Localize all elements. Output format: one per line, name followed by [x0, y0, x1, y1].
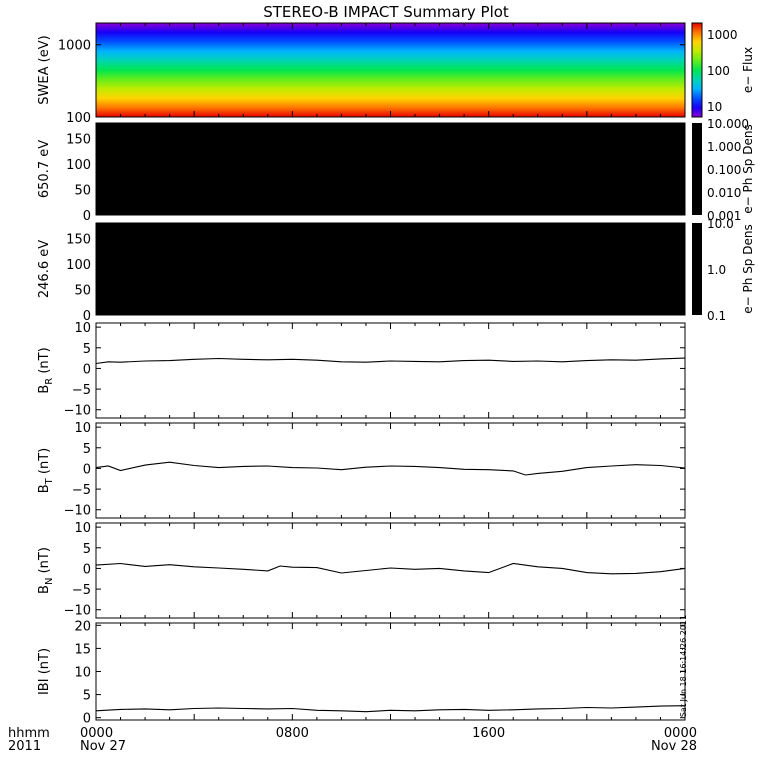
y-axis-label: BT (nT) [37, 448, 55, 494]
y-tick-label: 5 [83, 442, 91, 457]
colorbar-tick-label: 10.0 [707, 217, 734, 231]
colorbar-tick-label: 0.100 [707, 163, 741, 177]
y-tick-label: 0 [83, 462, 91, 477]
y-tick-label: 10 [74, 521, 91, 536]
pitch-angle-image [96, 123, 685, 215]
pitch-angle-image [96, 223, 685, 315]
colorbar-tick-label: 0.001 [707, 209, 741, 223]
y-tick-label: −5 [72, 583, 91, 598]
panel-bn: 10 5 0 −5 −10 BN (nT) [37, 521, 686, 619]
y-axis-label: 650.7 eV [37, 140, 52, 198]
timestamp: Sat Jun 18 16:14:26 2011 [679, 615, 688, 717]
y-axis-label: 246.6 eV [37, 240, 52, 298]
y-axis-label-unit: (nT) [37, 448, 52, 478]
y-tick-label: 5 [83, 689, 91, 704]
x-tick-label: 0000 [80, 726, 113, 741]
series-line-bmag [95, 705, 686, 713]
panel-frame [95, 322, 686, 419]
colorbar [692, 223, 702, 315]
x-axis-label-line1: hhmm [8, 726, 50, 741]
y-axis-label-sub: N [44, 578, 55, 585]
y-axis-label-unit: (nT) [37, 347, 52, 377]
panel-frame [95, 422, 686, 519]
x-tick-label: 0000 [664, 726, 697, 741]
colorbar-label: e− Ph Sp Dens [741, 224, 755, 313]
x-tick-sublabel: Nov 28 [651, 739, 697, 754]
colorbar-label: e− Flux [741, 47, 755, 93]
y-tick-label: 20 [74, 619, 91, 634]
panel-pad246: 10.0 1.0 0.1 e− Ph Sp Dens 150 100 50 0 246.6 eV [37, 217, 755, 324]
colorbar-tick-label: 0.010 [707, 186, 741, 200]
y-tick-label: 100 [66, 158, 91, 173]
y-tick-label: 5 [83, 342, 91, 357]
y-tick-label: 150 [66, 232, 91, 247]
panel-br: 10 5 0 −5 −10 BR (nT) [37, 321, 686, 419]
y-tick-label: 5 [83, 542, 91, 557]
colorbar-tick-label: 1.000 [707, 140, 741, 154]
panel-frame [95, 622, 686, 721]
y-axis-label: BN (nT) [37, 547, 55, 594]
series-line-bt [95, 461, 686, 476]
y-tick-label: 10 [74, 421, 91, 436]
y-tick-label: 100 [66, 111, 91, 126]
colorbar-tick-label: 10.000 [707, 117, 749, 131]
y-axis-label: IBI (nT) [37, 648, 52, 695]
y-axis-label-sub: T [44, 477, 55, 485]
y-axis-label-base: B [37, 585, 52, 594]
y-axis-label-sub: R [44, 378, 55, 385]
panel-bt: 10 5 0 −5 −10 BT (nT) [37, 421, 686, 519]
colorbar-tick-label: 10 [707, 100, 722, 114]
spectrogram [96, 23, 685, 117]
y-tick-label: 0 [83, 362, 91, 377]
y-axis-label-base: B [37, 385, 52, 394]
x-tick-label: 1600 [472, 726, 505, 741]
y-tick-label: 0 [83, 309, 91, 324]
colorbar-label: e− Ph Sp Dens [741, 124, 755, 213]
series-line-br [95, 357, 686, 365]
y-tick-label: −10 [64, 404, 91, 419]
colorbar-tick-label: 1.0 [707, 263, 726, 277]
y-tick-label: 10 [74, 666, 91, 681]
x-tick-sublabel: Nov 27 [80, 739, 126, 754]
y-tick-label: 10 [74, 321, 91, 336]
y-axis-label-base: B [37, 484, 52, 493]
y-tick-label: 0 [83, 209, 91, 224]
x-tick-label: 0800 [276, 726, 309, 741]
colorbar [692, 123, 702, 215]
x-axis-label-line2: 2011 [8, 739, 41, 754]
panel-frame [95, 522, 686, 619]
y-tick-label: −10 [64, 604, 91, 619]
colorbar-tick-label: 100 [707, 64, 730, 78]
chart-title: STEREO-B IMPACT Summary Plot [263, 3, 509, 21]
y-axis-label-unit: (nT) [37, 547, 52, 577]
series-line-bn [95, 562, 686, 575]
colorbar [691, 22, 703, 118]
y-tick-label: 1000 [58, 39, 91, 54]
y-axis-label-base: IBI [37, 678, 52, 695]
y-tick-label: −10 [64, 504, 91, 519]
y-tick-label: 15 [74, 642, 91, 657]
y-tick-label: −5 [72, 383, 91, 398]
y-tick-label: 100 [66, 258, 91, 273]
y-tick-label: 50 [74, 183, 91, 198]
y-tick-label: 0 [83, 712, 91, 727]
y-tick-label: 150 [66, 132, 91, 147]
y-axis-label-unit: (nT) [37, 648, 52, 678]
colorbar-tick-label: 0.1 [707, 309, 726, 323]
y-tick-label: −5 [72, 483, 91, 498]
y-tick-label: 50 [74, 283, 91, 298]
panel-bmag: 20 15 10 5 0 IBI (nT) [37, 619, 686, 727]
y-axis-label: SWEA (eV) [37, 35, 52, 104]
y-tick-label: 0 [83, 562, 91, 577]
colorbar-tick-label: 1000 [707, 28, 738, 42]
y-axis-label: BR (nT) [37, 347, 55, 393]
